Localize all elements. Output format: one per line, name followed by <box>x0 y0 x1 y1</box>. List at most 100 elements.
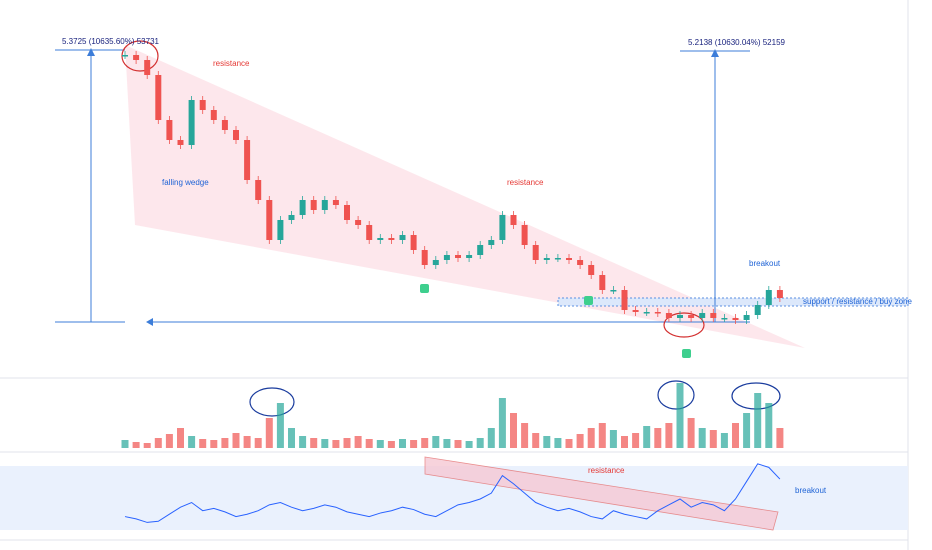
candle <box>510 215 517 225</box>
volume-bar <box>177 428 184 448</box>
volume-bar <box>421 438 429 448</box>
volume-bar <box>454 440 462 448</box>
volume-bar <box>321 439 329 448</box>
highlight-circle <box>663 312 705 338</box>
candle <box>632 310 639 312</box>
candle <box>199 100 206 110</box>
annotation: support / resistance / buy zone <box>803 297 913 306</box>
candle <box>288 215 295 220</box>
volume-bar <box>265 418 273 448</box>
volume-bar <box>143 443 151 448</box>
candle <box>488 240 495 245</box>
volume-bar <box>365 439 373 448</box>
volume-bar <box>487 428 495 448</box>
candle <box>321 200 328 210</box>
volume-bar <box>243 436 251 448</box>
candle <box>643 312 650 314</box>
candle <box>233 130 239 140</box>
candle <box>499 215 506 240</box>
candle <box>155 75 162 120</box>
candle <box>455 255 461 258</box>
candle <box>665 313 672 318</box>
volume-bar <box>565 439 573 448</box>
candle <box>654 312 661 314</box>
volume-bar <box>221 438 229 448</box>
candle <box>188 100 195 145</box>
candle <box>166 120 173 140</box>
volume-bar <box>343 438 351 448</box>
candle <box>599 275 606 290</box>
candle <box>699 313 706 318</box>
candle <box>588 265 595 275</box>
volume-bar <box>132 442 140 448</box>
candle <box>421 250 428 265</box>
candle <box>688 315 695 318</box>
volume-bar <box>199 439 207 448</box>
volume-bar <box>543 436 551 448</box>
candle <box>221 120 228 130</box>
rsi-channel <box>424 456 779 531</box>
candle <box>677 315 683 318</box>
candle <box>244 140 251 180</box>
candle <box>266 200 273 240</box>
volume-bar <box>254 438 262 448</box>
volume-bar <box>387 441 395 448</box>
volume-bar <box>587 428 595 448</box>
volume-bar <box>188 436 196 448</box>
candle <box>743 315 750 320</box>
candle <box>577 260 584 265</box>
candle <box>355 220 362 225</box>
volume-bar <box>598 423 606 448</box>
volume-bar <box>687 418 695 448</box>
signal-marker <box>682 349 691 358</box>
candle <box>477 245 484 255</box>
arrow-head <box>146 318 153 326</box>
candle <box>754 305 761 315</box>
volume-bar <box>288 428 295 448</box>
arrow-head <box>711 49 719 57</box>
volume-bar <box>632 433 640 448</box>
annotation: breakout <box>749 259 781 268</box>
volume-bar <box>554 438 562 448</box>
falling-wedge <box>125 45 805 348</box>
volume-bar <box>698 428 706 448</box>
volume-bar <box>232 433 240 448</box>
volume-bar <box>576 434 584 448</box>
volume-bar <box>654 428 662 448</box>
volume-bar <box>732 423 739 448</box>
volume-bar <box>676 383 684 448</box>
candle <box>466 255 473 258</box>
volume-bar <box>165 434 173 448</box>
volume-bar <box>399 439 406 448</box>
candle <box>144 60 151 75</box>
volume-bar <box>354 436 362 448</box>
volume-bar <box>154 438 162 448</box>
measure-label: 5.3725 (10635.60%) 53731 <box>62 37 160 46</box>
candle <box>443 255 450 260</box>
candle <box>366 225 373 240</box>
candle <box>410 235 417 250</box>
candle <box>388 238 395 240</box>
volume-bar <box>121 440 129 448</box>
signal-marker <box>584 296 593 305</box>
highlight-circle <box>249 387 295 417</box>
candle <box>299 200 306 215</box>
candle <box>210 110 217 120</box>
volume-bar <box>665 423 673 448</box>
volume-bar <box>210 440 218 448</box>
volume-bar <box>276 403 284 448</box>
volume-bar <box>609 430 617 448</box>
candle <box>554 258 561 260</box>
candle <box>277 220 284 240</box>
candle <box>532 245 539 260</box>
annotation: resistance <box>588 466 625 475</box>
volume-bar <box>709 430 717 448</box>
candle <box>177 140 184 145</box>
candle <box>432 260 439 265</box>
candle <box>543 258 550 260</box>
volume-bar <box>465 441 473 448</box>
volume-bar <box>743 413 751 448</box>
volume-bar <box>754 393 762 448</box>
highlight-circle <box>657 380 695 410</box>
